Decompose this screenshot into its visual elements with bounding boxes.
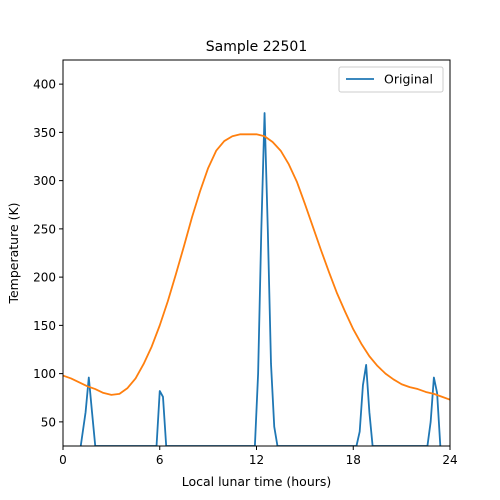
series-line-fit <box>63 133 450 401</box>
x-tick-label: 18 <box>346 453 361 467</box>
x-tick-label: 6 <box>156 453 164 467</box>
y-tick-label: 150 <box>33 319 56 333</box>
x-tick-label: 12 <box>249 453 264 467</box>
plot-frame <box>62 59 451 447</box>
x-axis-label: Local lunar time (hours) <box>182 474 332 489</box>
y-tick-label: 250 <box>33 222 56 236</box>
x-tick-label: 24 <box>442 453 457 467</box>
legend-box <box>338 66 444 93</box>
axis-layer: 0 6 12 18 24 50 100 150 200 250 300 350 400 <box>33 78 458 467</box>
series-layer <box>63 112 450 446</box>
y-tick-label: 300 <box>33 174 56 188</box>
y-tick-label: 100 <box>33 367 56 381</box>
y-axis-label: Temperature (K) <box>6 202 21 304</box>
x-tick-label: 0 <box>59 453 67 467</box>
legend: Original <box>338 66 444 93</box>
y-tick-label: 400 <box>33 78 56 92</box>
series-line-original <box>79 112 442 446</box>
y-tick-label: 50 <box>41 415 56 429</box>
legend-label-original: Original <box>384 72 433 87</box>
y-tick-label: 200 <box>33 271 56 285</box>
chart-title: Sample 22501 <box>206 39 307 55</box>
y-tick-label: 350 <box>33 126 56 140</box>
